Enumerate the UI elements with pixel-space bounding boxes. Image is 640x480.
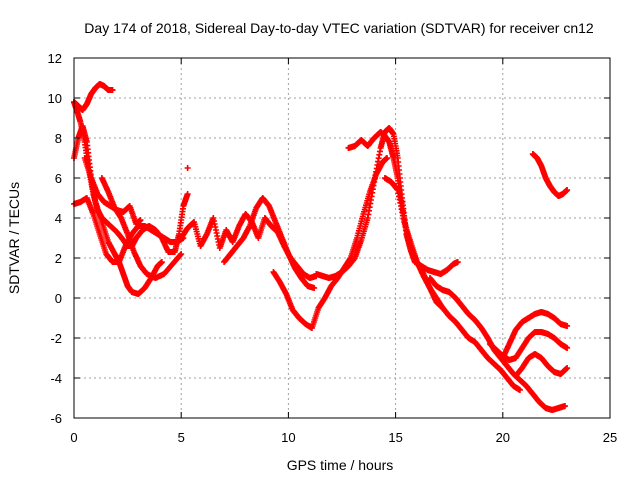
data-point [137,217,144,223]
data-point [564,323,571,329]
y-tick-label: -6 [50,411,62,426]
series-trace-6 [98,175,185,281]
y-tick-label: 6 [55,171,62,186]
data-point [454,259,461,265]
y-tick-label: 2 [55,251,62,266]
data-point [177,252,184,258]
series-trace-14 [486,329,571,363]
x-tick-labels: 0 5 10 15 20 25 [70,430,617,445]
data-point [311,285,318,291]
y-tick-label: 4 [55,211,62,226]
y-tick-label: -2 [50,331,62,346]
y-tick-label: 10 [48,91,62,106]
series-trace-18 [184,165,191,171]
data-point [184,191,191,197]
data-point [158,259,165,265]
axis-ticks [73,57,611,419]
data-point [564,365,571,371]
series-trace-17 [529,151,571,199]
x-tick-label: 25 [603,430,617,445]
series-trace-12 [381,175,523,393]
data-point [184,165,191,171]
data-point [564,345,571,351]
data-point [564,187,571,193]
plot-frame [73,57,611,419]
y-tick-labels: -6 -4 -2 0 2 4 6 8 10 12 [48,51,62,426]
data-point [384,155,391,161]
y-tick-label: 8 [55,131,62,146]
x-tick-label: 10 [281,430,295,445]
data-point [178,251,185,257]
x-axis-title: GPS time / hours [287,457,394,473]
series-trace-13 [426,275,568,413]
x-tick-label: 0 [70,430,77,445]
series-trace-15 [499,309,571,361]
y-tick-label: 0 [55,291,62,306]
data-point [561,403,568,409]
series-trace-8 [221,195,318,291]
y-axis-title: SDTVAR / TECUs [6,182,22,294]
series-trace-4 [71,195,187,265]
y-tick-label: 12 [48,51,62,66]
x-tick-label: 20 [496,430,510,445]
data-series [71,81,571,413]
x-tick-label: 5 [178,430,185,445]
series-trace-16 [512,351,571,379]
chart-title: Day 174 of 2018, Sidereal Day-to-day VTE… [84,20,594,36]
x-tick-label: 15 [388,430,402,445]
grid [74,58,610,418]
data-point [109,87,116,93]
data-point [516,387,523,393]
y-tick-label: -4 [50,371,62,386]
